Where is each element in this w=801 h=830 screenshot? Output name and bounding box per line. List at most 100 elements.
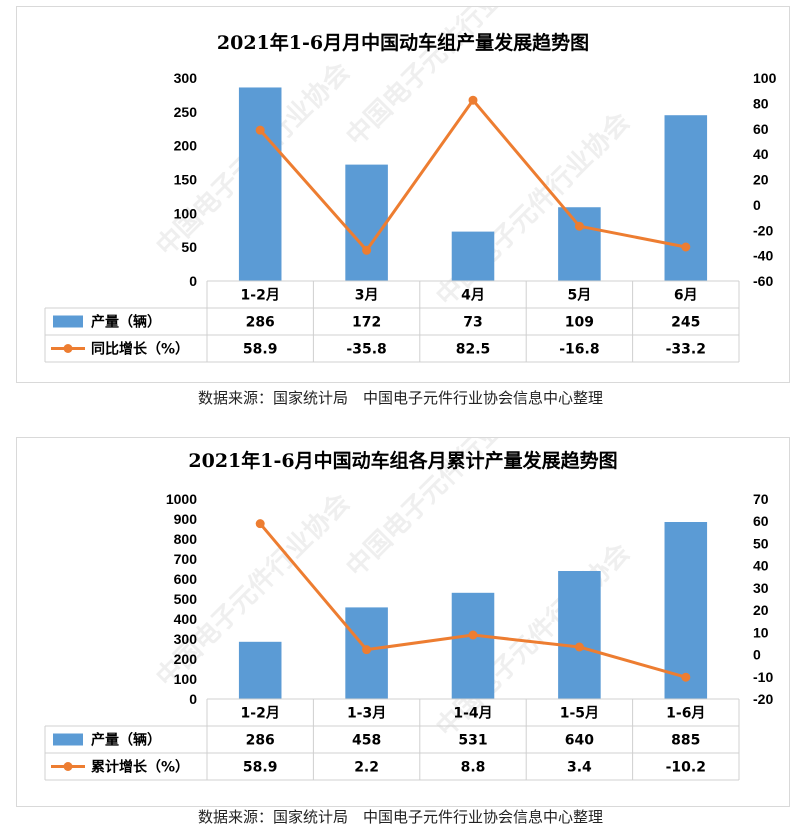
line-point — [681, 672, 691, 682]
line-point — [681, 242, 691, 252]
y-left-tick-label: 800 — [174, 531, 198, 547]
y-right-tick-label: 50 — [753, 535, 769, 551]
y-right-tick-label: -10 — [753, 669, 773, 685]
chart-1-svg: 中国电子元件行业协会中国电子元件行业协会中国电子元件行业协会2021年1-6月月… — [44, 7, 777, 363]
chart-2-svg: 中国电子元件行业协会中国电子元件行业协会中国电子元件行业协会2021年1-6月中… — [44, 438, 773, 781]
bar-value-label: 286 — [246, 733, 275, 749]
line-value-label: -16.8 — [559, 342, 599, 358]
bar-value-label: 531 — [458, 733, 487, 749]
line-point — [362, 645, 372, 655]
legend-line-marker — [63, 762, 73, 771]
line-value-label: 58.9 — [243, 342, 278, 358]
x-category-label: 1-5月 — [560, 706, 599, 722]
legend-bar-swatch — [53, 733, 83, 746]
x-category-label: 6月 — [674, 288, 698, 304]
line-value-label: -35.8 — [346, 342, 386, 358]
bar-value-label: 885 — [671, 733, 700, 749]
bar-value-label: 640 — [565, 733, 594, 749]
watermark-text: 中国电子元件行业协会 — [340, 7, 546, 152]
y-right-tick-label: 20 — [753, 172, 769, 188]
bar — [558, 207, 601, 281]
bar — [238, 641, 282, 699]
x-category-label: 4月 — [461, 288, 485, 304]
bar-value-label: 172 — [352, 315, 381, 331]
line-value-label: 3.4 — [567, 760, 592, 776]
y-left-tick-label: 100 — [174, 205, 198, 221]
line-point — [468, 630, 478, 640]
y-left-tick-label: 1000 — [166, 491, 197, 507]
bar-value-label: 458 — [352, 733, 381, 749]
y-right-tick-label: -20 — [753, 691, 773, 707]
y-right-tick-label: 0 — [753, 647, 761, 663]
y-right-tick-label: 100 — [753, 70, 777, 86]
line-point — [255, 519, 265, 529]
legend-bar-label: 产量（辆） — [91, 314, 161, 331]
y-right-tick-label: -20 — [753, 222, 773, 238]
bar — [451, 231, 495, 281]
chart-panel-2: 中国电子元件行业协会 中国电子元件行业协会 中国电子元件行业协会 2021年1-6月中… — [16, 437, 790, 807]
y-right-tick-label: 60 — [753, 121, 769, 137]
x-category-label: 1-3月 — [347, 706, 386, 722]
y-left-tick-label: 700 — [174, 551, 198, 567]
y-right-tick-label: 40 — [753, 558, 769, 574]
y-right-tick-label: 20 — [753, 602, 769, 618]
y-right-tick-label: 70 — [753, 491, 769, 507]
legend-bar-swatch — [53, 315, 83, 328]
legend-line-label: 同比增长（%） — [91, 341, 189, 358]
x-category-label: 1-2月 — [241, 288, 280, 304]
y-left-tick-label: 200 — [174, 138, 198, 154]
bar — [345, 164, 388, 281]
line-value-label: 58.9 — [243, 760, 278, 776]
line-value-label: -33.2 — [666, 342, 706, 358]
line-value-label: 82.5 — [456, 342, 491, 358]
y-left-tick-label: 400 — [174, 611, 198, 627]
bar-value-label: 286 — [246, 315, 275, 331]
x-category-label: 3月 — [355, 288, 379, 304]
bar-value-label: 245 — [671, 315, 700, 331]
source-note-2: 数据来源：国家统计局 中国电子元件行业协会信息中心整理 — [197, 808, 603, 826]
y-right-tick-label: 0 — [753, 197, 761, 213]
chart-title: 2021年1-6月中国动车组各月累计产量发展趋势图 — [188, 449, 617, 472]
y-left-tick-label: 300 — [174, 631, 198, 647]
legend-bar-label: 产量（辆） — [91, 732, 161, 749]
line-value-label: -10.2 — [666, 760, 706, 776]
chart-panel-1: 中国电子元件行业协会中国电子元件行业协会中国电子元件行业协会2021年1-6月月… — [16, 6, 790, 383]
bar-value-label: 109 — [565, 315, 594, 331]
y-left-tick-label: 900 — [174, 511, 198, 527]
line-value-label: 8.8 — [461, 760, 486, 776]
line-point — [255, 125, 265, 135]
y-left-tick-label: 100 — [174, 671, 198, 687]
bar — [664, 115, 708, 281]
y-left-tick-label: 250 — [174, 104, 198, 120]
line-point — [574, 221, 584, 231]
y-right-tick-label: -60 — [753, 273, 773, 289]
y-right-tick-label: 80 — [753, 95, 769, 111]
bar — [451, 592, 495, 699]
y-left-tick-label: 200 — [174, 651, 198, 667]
y-right-tick-label: -40 — [753, 248, 773, 264]
y-right-tick-label: 10 — [753, 624, 769, 640]
y-left-tick-label: 600 — [174, 571, 198, 587]
y-left-tick-label: 0 — [189, 273, 197, 289]
legend-line-marker — [63, 344, 73, 353]
y-left-tick-label: 150 — [174, 172, 198, 188]
x-category-label: 1-6月 — [666, 706, 705, 722]
line-point — [574, 642, 584, 652]
chart-title: 2021年1-6月月中国动车组产量发展趋势图 — [217, 31, 589, 54]
x-category-label: 1-4月 — [453, 706, 492, 722]
line-value-label: 2.2 — [354, 760, 379, 776]
bar — [664, 522, 708, 699]
bar-value-label: 73 — [463, 315, 482, 331]
bar — [558, 571, 601, 699]
y-left-tick-label: 0 — [189, 691, 197, 707]
legend-line-label: 累计增长（%） — [91, 759, 189, 776]
source-note-1: 数据来源：国家统计局 中国电子元件行业协会信息中心整理 — [197, 389, 603, 407]
line-point — [468, 95, 478, 105]
x-category-label: 1-2月 — [241, 706, 280, 722]
y-right-tick-label: 30 — [753, 580, 769, 596]
x-category-label: 5月 — [568, 288, 592, 304]
y-right-tick-label: 40 — [753, 146, 769, 162]
y-left-tick-label: 500 — [174, 591, 198, 607]
y-left-tick-label: 300 — [174, 70, 198, 86]
y-left-tick-label: 50 — [181, 239, 197, 255]
